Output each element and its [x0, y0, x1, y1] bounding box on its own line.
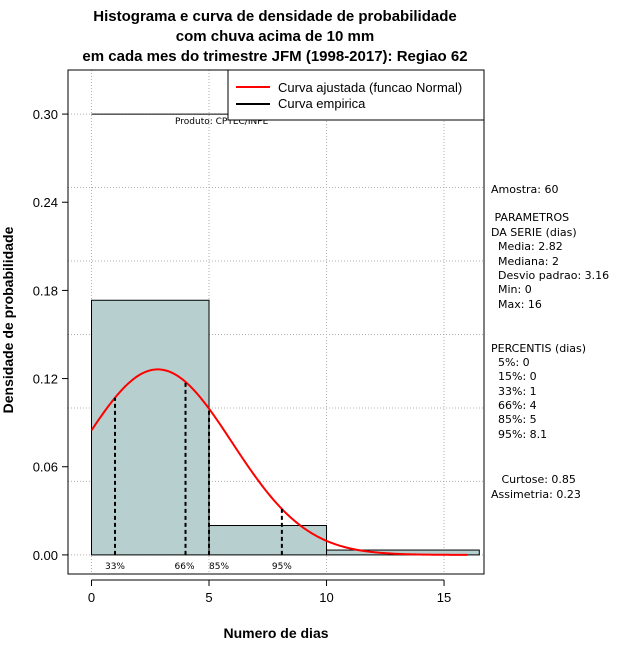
chart-title-line-3: em cada mes do trimestre JFM (1998-2017)…: [82, 48, 467, 65]
stat-p33: 33%: 1: [491, 385, 537, 398]
x-tick-label: 0: [88, 590, 95, 605]
histogram-bar: [91, 299, 210, 556]
legend: Curva ajustada (funcao Normal) Curva emp…: [227, 69, 485, 121]
legend-empirical-label: Curva empirica: [278, 96, 366, 111]
chart-title-line-2: com chuva acima de 10 mm: [176, 28, 374, 45]
percentile-label: 33%: [105, 562, 125, 572]
y-tick-label: 0.18: [33, 283, 58, 298]
percentile-label: 95%: [272, 562, 292, 572]
statistics-panel: Amostra: 60 PARAMETROS DA SERIE (dias) M…: [491, 183, 609, 501]
stat-params-header: PARAMETROS: [491, 211, 569, 224]
histogram-bars: [91, 299, 480, 556]
y-tick-label: 0.06: [33, 460, 58, 475]
y-tick-label: 0.24: [33, 195, 58, 210]
x-tick-label: 5: [205, 590, 212, 605]
stat-params-subheader: DA SERIE (dias): [491, 226, 577, 239]
y-axis-title: Densidade de probabilidade: [0, 226, 16, 413]
x-axis-title: Numero de dias: [223, 625, 328, 641]
y-tick-label: 0.12: [33, 372, 58, 387]
stat-p95: 95%: 8.1: [491, 428, 547, 441]
stat-sample: Amostra: 60: [491, 183, 558, 196]
stat-median: Mediana: 2: [491, 255, 559, 268]
y-tick-label: 0.30: [33, 107, 58, 122]
stat-p15: 15%: 0: [491, 370, 537, 383]
x-tick-label: 15: [437, 590, 451, 605]
x-tick-label: 10: [319, 590, 333, 605]
legend-normal-label: Curva ajustada (funcao Normal): [278, 80, 462, 95]
stat-skewness: Assimetria: 0.23: [491, 488, 581, 501]
y-tick-label: 0.00: [33, 548, 58, 563]
chart-title-line-1: Histograma e curva de densidade de proba…: [93, 8, 456, 25]
stat-min: Min: 0: [491, 283, 532, 296]
stat-mean: Media: 2.82: [491, 240, 563, 253]
stat-p5: 5%: 0: [491, 356, 530, 369]
axes: 0.00 0.06 0.12 0.18 0.24 0.30 0 5 10 15: [33, 107, 452, 605]
stat-percentis-header: PERCENTIS (dias): [491, 342, 586, 355]
percentile-lines: 33% 66% 85% 95%: [105, 381, 292, 572]
stat-max: Max: 16: [491, 298, 542, 311]
percentile-label: 85%: [209, 562, 229, 572]
normal-curve: [90, 368, 468, 556]
product-annotation: Produto: CPTEC/INPE: [175, 117, 269, 127]
stat-kurtosis: Curtose: 0.85: [491, 473, 576, 486]
legend-box: [227, 69, 485, 121]
stat-p85: 85%: 5: [491, 413, 537, 426]
histogram-bar: [208, 525, 328, 556]
stat-sd: Desvio padrao: 3.16: [491, 269, 609, 282]
stat-p66: 66%: 4: [491, 399, 537, 412]
percentile-label: 66%: [175, 562, 195, 572]
normal-curve-path: [90, 368, 468, 556]
